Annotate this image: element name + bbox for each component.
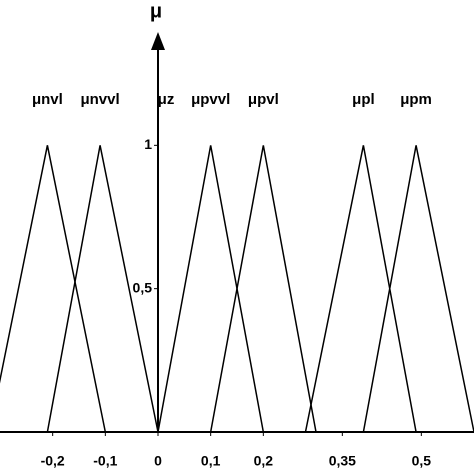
- x-tick-label: 0: [154, 453, 162, 469]
- x-tick-label: 0,35: [329, 453, 356, 469]
- membership-line: [46, 145, 159, 433]
- series-label: μpm: [400, 91, 432, 108]
- membership-line: [157, 145, 265, 433]
- x-tick-label: 0,1: [201, 453, 221, 469]
- y-tick-label: 0,5: [133, 279, 153, 295]
- x-tick-label: 0,5: [412, 453, 432, 469]
- x-tick-label: 0,2: [254, 453, 274, 469]
- series-label: μnvl: [32, 91, 63, 108]
- series-label: μpvvl: [191, 91, 230, 108]
- x-tick-label: -0,1: [93, 453, 117, 469]
- y-axis-label: μ: [150, 0, 162, 22]
- series-label: μpl: [352, 91, 375, 108]
- membership-line: [304, 145, 417, 433]
- y-tick-label: 1: [144, 136, 152, 152]
- y-axis-arrow: [151, 32, 165, 50]
- membership-line: [362, 145, 474, 433]
- membership-line: [0, 145, 107, 433]
- series-label: μpvl: [248, 91, 279, 108]
- x-tick-label: -0,2: [41, 453, 65, 469]
- series-label: μnvvl: [80, 91, 119, 108]
- membership-line: [209, 145, 317, 433]
- annotation: μz: [158, 91, 175, 108]
